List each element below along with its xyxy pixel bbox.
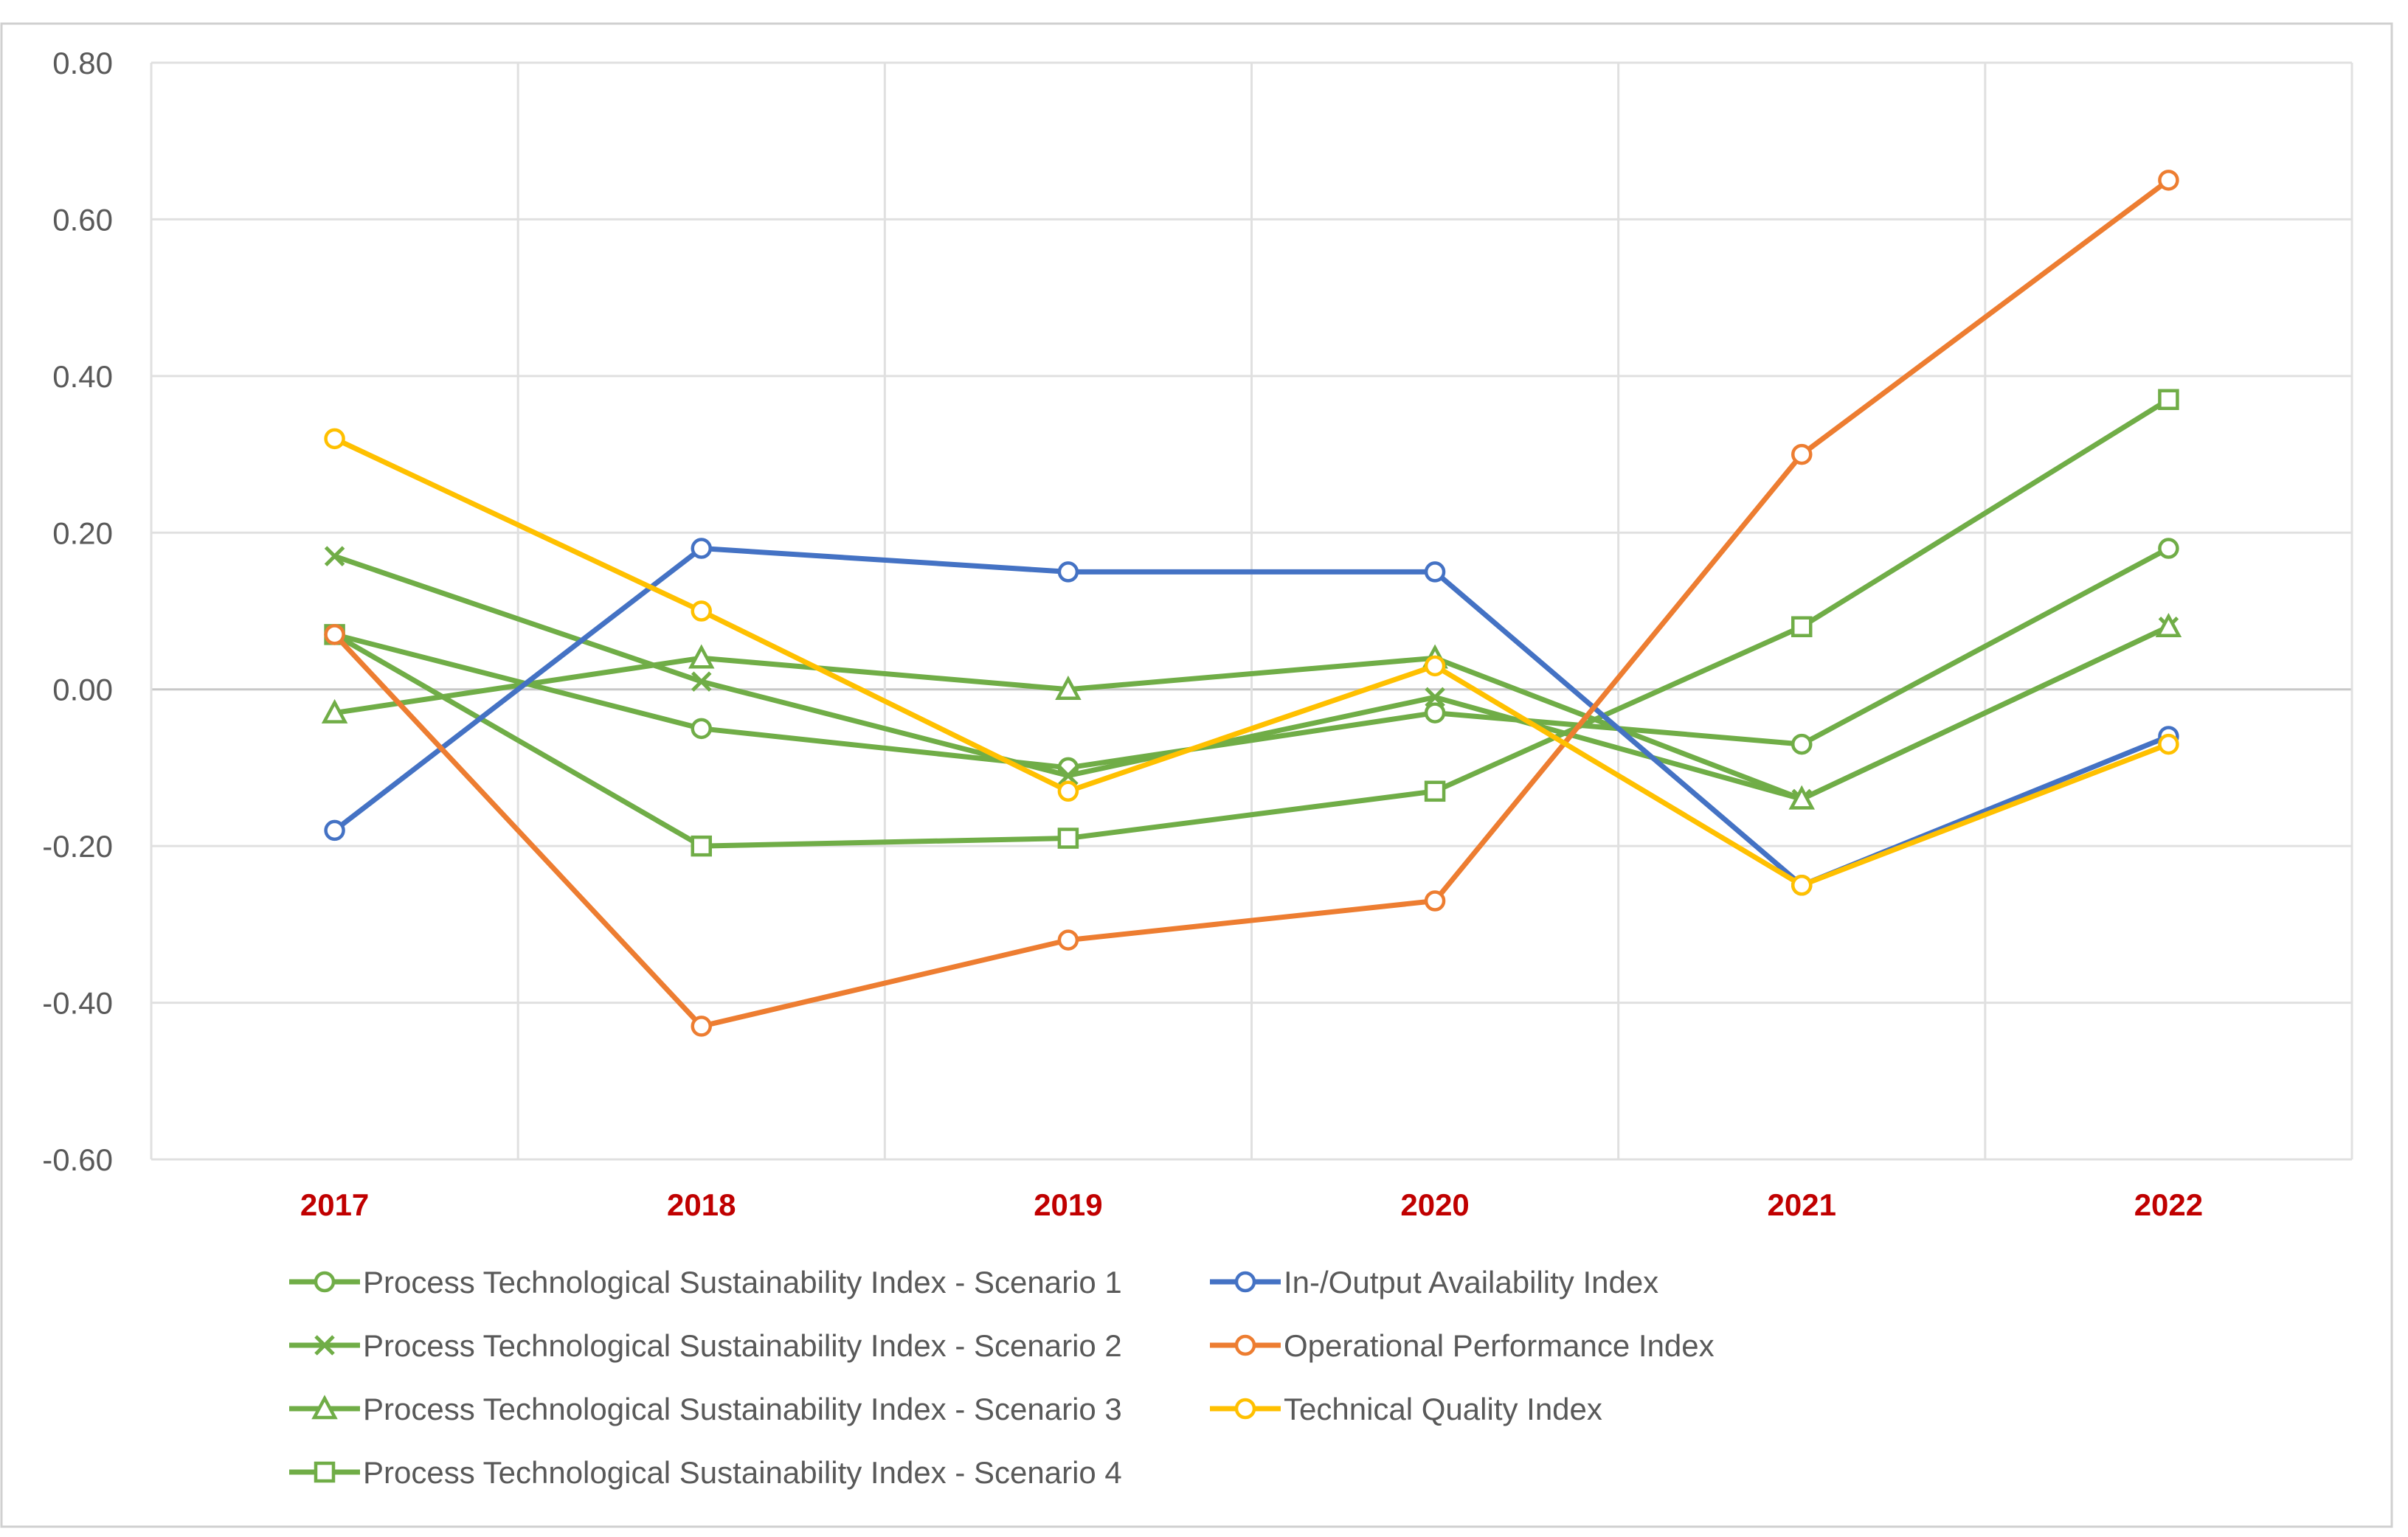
legend-item: Process Technological Sustainability Ind…	[289, 1328, 1122, 1363]
data-point	[324, 624, 345, 645]
legend-label: Process Technological Sustainability Ind…	[363, 1455, 1122, 1490]
data-point	[1791, 616, 1813, 637]
legend-marker	[311, 1395, 338, 1420]
x-tick-label: 2017	[300, 1187, 369, 1222]
data-point	[1791, 875, 1813, 896]
data-point	[1425, 687, 1445, 708]
data-point	[324, 546, 345, 566]
data-point	[1791, 733, 1813, 755]
series-group	[321, 170, 2182, 1037]
legend-marker	[1234, 1398, 1256, 1420]
legend-item: Process Technological Sustainability Ind…	[289, 1455, 1122, 1490]
data-point	[2158, 733, 2179, 755]
series-line	[333, 178, 2170, 1029]
data-point	[1057, 780, 1079, 802]
data-point	[2158, 538, 2179, 559]
x-tick-label: 2018	[667, 1187, 736, 1222]
legend-label: Process Technological Sustainability Ind…	[363, 1265, 1122, 1300]
data-point	[1057, 561, 1079, 583]
y-tick-label: 0.60	[52, 202, 113, 237]
data-point	[1788, 785, 1816, 810]
data-point	[2158, 170, 2179, 191]
data-point	[691, 600, 712, 622]
data-point	[688, 644, 715, 669]
x-tick-label: 2019	[1034, 1187, 1102, 1222]
series-7	[324, 428, 2179, 896]
x-tick-label: 2020	[1400, 1187, 1469, 1222]
axes: 0.80 0.60 0.40 0.20 0.00 -0.20 -0.40 -0.60 2017 2…	[42, 46, 2203, 1222]
legend-marker	[1234, 1334, 1256, 1356]
x-tick-label: 2022	[2134, 1187, 2203, 1222]
legend: Process Technological Sustainability Ind…	[289, 1265, 1715, 1490]
legend-item: Process Technological Sustainability Ind…	[289, 1392, 1122, 1426]
data-point	[691, 835, 712, 857]
legend-item: In-/Output Availability Index	[1210, 1265, 1658, 1300]
data-point	[1057, 828, 1079, 849]
y-tick-label: 0.00	[52, 673, 113, 707]
series-line	[333, 397, 2170, 849]
data-point	[691, 538, 712, 559]
data-point	[1057, 929, 1079, 951]
legend-label: Operational Performance Index	[1284, 1328, 1715, 1363]
legend-marker	[314, 1461, 336, 1483]
data-point	[2155, 612, 2182, 637]
chart-border	[0, 22, 2393, 1528]
legend-label: Process Technological Sustainability Ind…	[363, 1328, 1122, 1363]
data-point	[691, 1016, 712, 1037]
legend-marker	[1234, 1271, 1256, 1293]
data-point	[321, 698, 348, 724]
data-point	[324, 819, 345, 842]
legend-item: Technical Quality Index	[1210, 1392, 1602, 1426]
y-tick-label: 0.20	[52, 516, 113, 550]
data-point	[1058, 765, 1079, 786]
data-point	[2158, 389, 2179, 410]
data-point	[1424, 780, 1446, 802]
y-tick-label: -0.20	[42, 829, 113, 864]
legend-item: Process Technological Sustainability Ind…	[289, 1265, 1122, 1300]
legend-label: In-/Output Availability Index	[1284, 1265, 1658, 1300]
legend-label: Process Technological Sustainability Ind…	[363, 1392, 1122, 1426]
legend-marker	[314, 1335, 335, 1356]
data-point	[1055, 675, 1082, 700]
series-line	[333, 436, 2170, 888]
series-line	[333, 546, 2170, 771]
data-point	[1424, 890, 1446, 912]
data-point	[324, 428, 345, 450]
data-point	[1791, 443, 1813, 465]
y-tick-label: 0.80	[52, 46, 113, 80]
y-tick-label: 0.40	[52, 359, 113, 394]
y-tick-label: -0.60	[42, 1142, 113, 1177]
data-point	[1424, 702, 1446, 724]
series-6	[324, 170, 2179, 1037]
x-tick-label: 2021	[1768, 1187, 1836, 1222]
data-point	[1424, 561, 1446, 583]
data-point	[1424, 655, 1446, 677]
data-point	[691, 671, 712, 692]
series-line	[334, 624, 2170, 802]
y-tick-label: -0.40	[42, 986, 113, 1021]
data-point	[691, 718, 712, 740]
legend-item: Operational Performance Index	[1210, 1328, 1715, 1363]
legend-marker	[314, 1271, 336, 1293]
grid	[150, 61, 2353, 1161]
legend-label: Technical Quality Index	[1284, 1392, 1602, 1426]
